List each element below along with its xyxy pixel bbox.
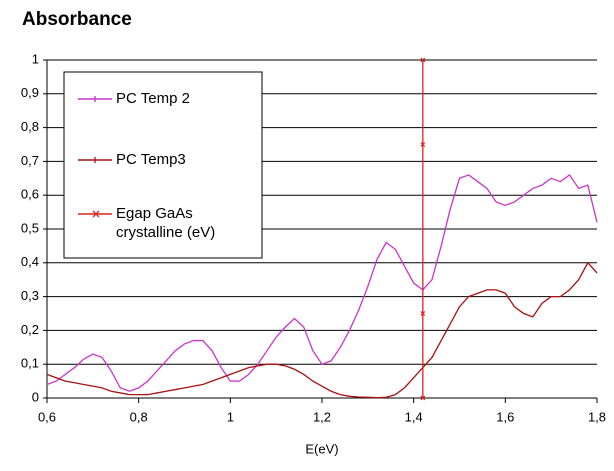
- x-tick-label: 0,8: [130, 409, 148, 424]
- x-tick-label: 0,6: [38, 409, 56, 424]
- chart-title: Absorbance: [22, 9, 132, 30]
- legend-marker: [92, 210, 100, 218]
- point-marker: [420, 311, 426, 316]
- y-tick-label: 0,4: [21, 254, 39, 269]
- y-tick-label: 0,7: [21, 153, 39, 168]
- x-tick-label: 1,6: [496, 409, 514, 424]
- x-tick-label: 1,2: [313, 409, 331, 424]
- x-tick-label: 1,4: [405, 409, 423, 424]
- point-marker: [420, 57, 426, 63]
- series-line: [46, 261, 598, 399]
- series-line: [46, 173, 598, 392]
- point-marker: [420, 395, 426, 401]
- x-tick-label: 1,8: [588, 409, 606, 424]
- y-tick-label: 0,1: [21, 356, 39, 371]
- y-tick-label: 0,9: [21, 85, 39, 100]
- legend-label: Egap GaAs crystalline (eV): [116, 205, 216, 241]
- point-marker: [420, 142, 426, 147]
- legend-box: [63, 71, 263, 259]
- x-tick-label: 1: [227, 409, 234, 424]
- x-axis-label: E(eV): [305, 441, 338, 456]
- y-tick-label: 0,6: [21, 187, 39, 202]
- legend-label: PC Temp 2: [116, 90, 190, 107]
- y-tick-label: 0,8: [21, 119, 39, 134]
- y-tick-label: 0,3: [21, 288, 39, 303]
- y-tick-label: 0,5: [21, 220, 39, 235]
- y-tick-label: 1: [32, 51, 39, 66]
- y-tick-label: 0,2: [21, 322, 39, 337]
- y-tick-label: 0: [32, 389, 39, 404]
- legend-label: PC Temp3: [116, 151, 186, 168]
